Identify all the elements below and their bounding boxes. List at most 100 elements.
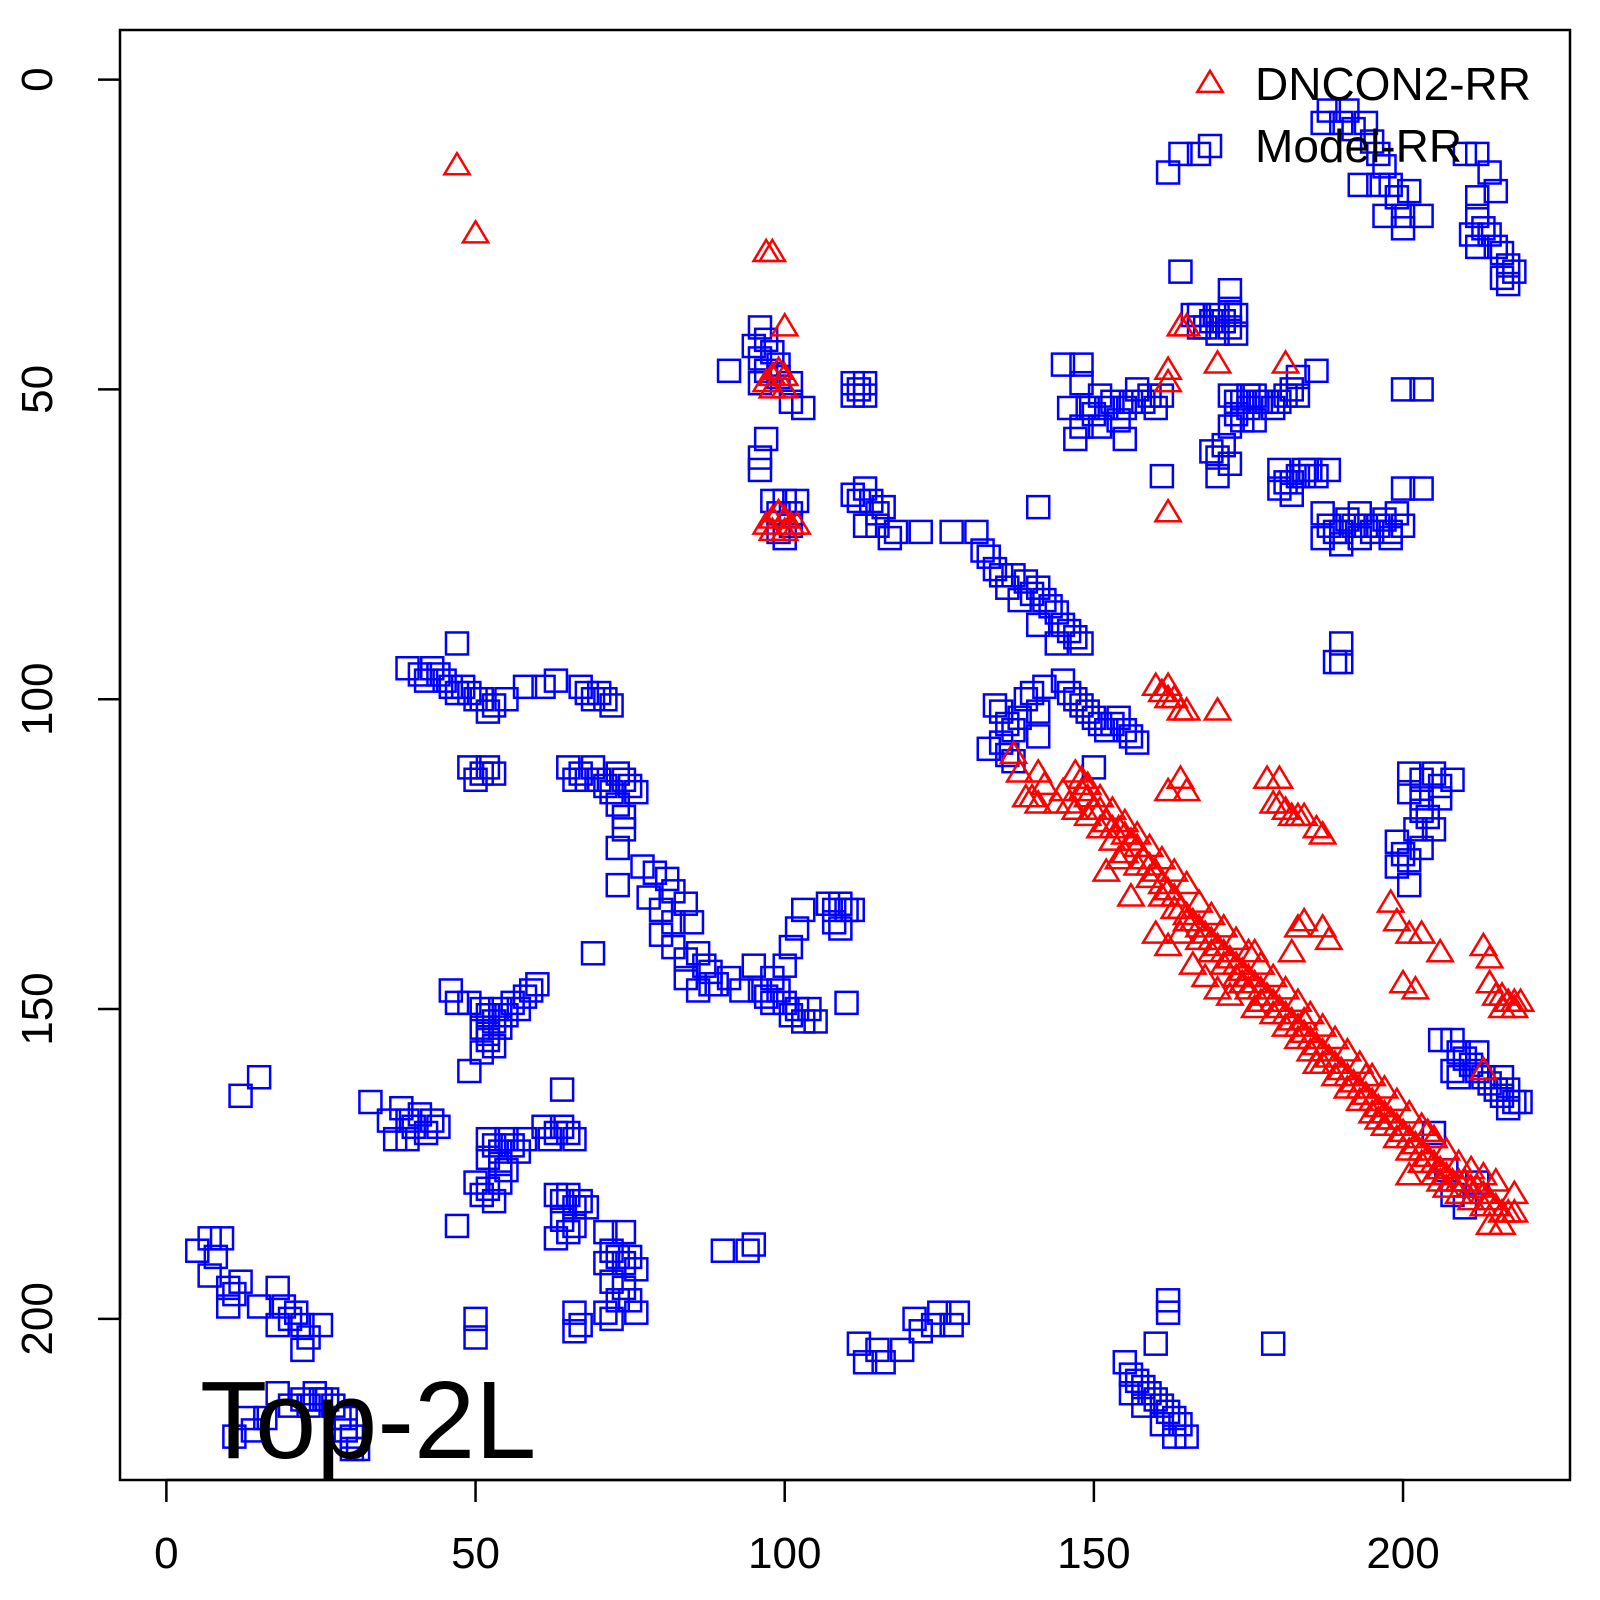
data-point: [685, 941, 711, 966]
data-point: [1066, 764, 1097, 789]
data-point: [821, 910, 847, 935]
data-point: [846, 1331, 872, 1356]
data-point: [240, 1418, 266, 1443]
data-point: [1085, 782, 1115, 808]
data-point: [1122, 850, 1153, 876]
data-point: [333, 1405, 358, 1431]
data-point: [760, 965, 785, 991]
data-point: [1394, 919, 1425, 944]
data-point: [531, 674, 556, 700]
data-point: [228, 1269, 253, 1294]
data-point: [1396, 178, 1422, 204]
data-point: [729, 978, 754, 1003]
data-point: [580, 755, 606, 780]
data-point: [382, 1126, 408, 1152]
data-point: [834, 990, 859, 1016]
data-point: [246, 1064, 272, 1090]
data-point: [1489, 1064, 1515, 1090]
data-point: [407, 662, 433, 687]
data-point: [797, 996, 822, 1022]
data-point: [543, 1120, 569, 1146]
data-point: [1458, 1052, 1484, 1078]
data-point: [1468, 1160, 1499, 1186]
data-point: [1147, 677, 1177, 703]
data-point: [1301, 1030, 1332, 1056]
data-point: [1310, 110, 1335, 136]
data-point: [1328, 519, 1354, 545]
data-point: [308, 1312, 334, 1338]
data-point: [1217, 414, 1243, 439]
data-point: [1149, 1411, 1175, 1437]
data-point: [1403, 817, 1428, 842]
x-tick-label: 50: [451, 1529, 500, 1578]
data-point: [1474, 1210, 1505, 1236]
data-point: [1396, 761, 1422, 786]
data-point: [1032, 674, 1057, 700]
data-point: [376, 1108, 402, 1133]
data-point: [1421, 761, 1447, 786]
data-point: [1483, 178, 1509, 204]
legend-label: DNCON2-RR: [1255, 58, 1531, 110]
data-point: [865, 513, 890, 538]
data-point: [1171, 695, 1202, 721]
data-point: [1264, 764, 1295, 789]
data-point: [769, 503, 800, 529]
data-point: [1489, 265, 1515, 291]
data-point: [624, 1257, 649, 1282]
data-point: [1118, 389, 1144, 415]
data-point: [1202, 348, 1233, 374]
data-point: [1295, 999, 1326, 1025]
data-point: [475, 755, 501, 780]
data-point: [1390, 203, 1416, 229]
data-point: [1038, 594, 1063, 619]
data-point: [1118, 724, 1144, 749]
data-point: [1390, 513, 1416, 538]
data-point: [556, 755, 581, 780]
data-point: [1199, 439, 1224, 464]
data-point: [209, 1226, 235, 1251]
x-axis: 0 50 100 150 200: [154, 1478, 1440, 1578]
data-point: [1205, 463, 1230, 489]
data-point: [995, 742, 1020, 768]
data-point: [1103, 844, 1134, 870]
legend: DNCON2-RR Model-RR: [1195, 58, 1531, 172]
data-point: [1081, 401, 1107, 427]
data-point: [1320, 1024, 1350, 1050]
data-point: [1112, 395, 1138, 421]
legend-marker: [1195, 68, 1225, 94]
data-point: [1202, 931, 1233, 957]
data-point: [716, 358, 742, 384]
data-point: [1155, 1399, 1181, 1425]
data-point: [599, 1306, 624, 1332]
data-point: [1233, 974, 1264, 1000]
data-point: [389, 1095, 414, 1121]
data-point: [1285, 383, 1311, 408]
data-point: [624, 1300, 649, 1325]
data-point: [1159, 857, 1190, 882]
data-point: [1456, 1154, 1486, 1180]
data-point: [741, 333, 767, 359]
data-point: [772, 953, 797, 978]
data-point: [1013, 686, 1039, 712]
data-point: [1001, 563, 1026, 588]
data-point: [1369, 1111, 1400, 1136]
data-point: [1328, 532, 1354, 557]
data-point: [852, 1350, 878, 1375]
data-point: [246, 1294, 272, 1319]
data-point: [1199, 308, 1224, 334]
data-point: [1112, 426, 1138, 452]
data-point: [488, 1151, 513, 1177]
data-point: [735, 1238, 760, 1263]
data-point: [1270, 795, 1301, 820]
data-point: [562, 1319, 587, 1344]
data-point: [438, 978, 464, 1003]
data-point: [1353, 513, 1379, 538]
data-point: [1307, 819, 1338, 845]
data-point: [828, 891, 853, 916]
y-tick-label: 100: [13, 663, 62, 736]
data-point: [1215, 943, 1245, 969]
data-point: [1118, 1362, 1144, 1387]
data-point: [1131, 1393, 1156, 1418]
x-tick-label: 150: [1057, 1529, 1130, 1578]
data-point: [1289, 1018, 1319, 1044]
